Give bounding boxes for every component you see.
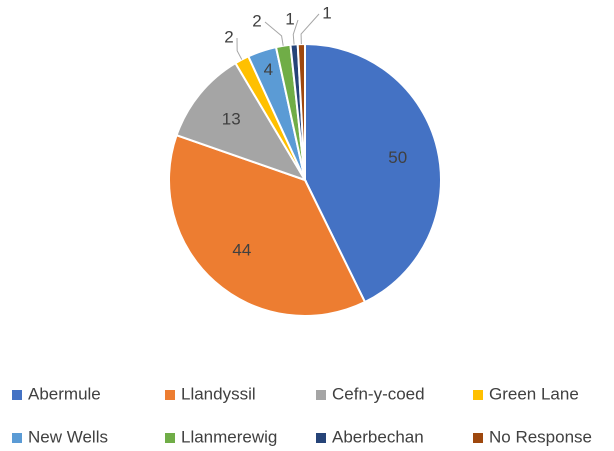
pie-slice [175, 61, 308, 182]
legend-swatch [12, 390, 22, 400]
data-label: 50 [388, 148, 407, 167]
legend-swatch [165, 433, 175, 443]
pie-slice [168, 133, 367, 317]
data-label: 2 [252, 11, 261, 30]
legend-swatch [473, 390, 483, 400]
data-label: 1 [285, 9, 294, 28]
data-label: 1 [322, 3, 331, 22]
legend-label: Abermule [28, 384, 101, 403]
legend-swatch [12, 433, 22, 443]
legend-swatch [165, 390, 175, 400]
legend-label: Llanmerewig [181, 427, 277, 446]
legend-label: No Response [489, 427, 592, 446]
legend-swatch [316, 433, 326, 443]
leader-line [236, 37, 243, 60]
legend-label: Aberbechan [332, 427, 424, 446]
legend-swatch [316, 390, 326, 400]
legend-label: Llandyssil [181, 384, 256, 403]
legend-label: New Wells [28, 427, 108, 446]
data-label: 4 [264, 60, 273, 79]
pie-slice [304, 42, 442, 304]
pie-slice [296, 42, 306, 181]
leader-line [292, 19, 299, 45]
legend-swatch [473, 433, 483, 443]
leader-line [264, 21, 284, 46]
legend-label: Green Lane [489, 384, 579, 403]
data-label: 2 [224, 27, 233, 46]
data-label: 44 [232, 241, 251, 260]
leader-line [300, 13, 320, 45]
legend-label: Cefn-y-coed [332, 384, 425, 403]
data-label: 13 [222, 109, 241, 128]
